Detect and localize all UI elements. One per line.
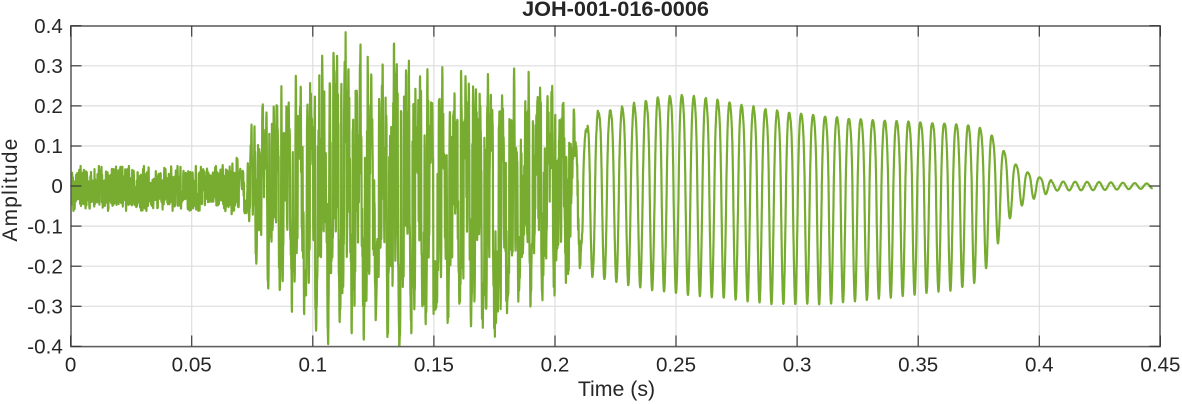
svg-text:0.35: 0.35 [898, 353, 938, 376]
svg-text:-0.1: -0.1 [27, 215, 63, 238]
svg-text:0.3: 0.3 [783, 353, 812, 376]
svg-text:Time (s): Time (s) [578, 377, 655, 401]
svg-text:0.25: 0.25 [656, 353, 696, 376]
svg-text:0.3: 0.3 [34, 55, 63, 78]
svg-text:-0.4: -0.4 [27, 336, 63, 359]
svg-text:Amplitude: Amplitude [0, 137, 22, 241]
svg-text:-0.3: -0.3 [27, 296, 63, 319]
svg-text:0.45: 0.45 [1140, 353, 1180, 376]
svg-text:-0.2: -0.2 [27, 255, 63, 278]
svg-text:0.1: 0.1 [298, 353, 327, 376]
svg-text:JOH-001-016-0006: JOH-001-016-0006 [522, 0, 709, 21]
svg-text:0.15: 0.15 [414, 353, 454, 376]
svg-text:0: 0 [51, 175, 62, 198]
svg-text:0.2: 0.2 [541, 353, 570, 376]
svg-text:0.05: 0.05 [172, 353, 212, 376]
svg-text:0.1: 0.1 [34, 135, 63, 158]
svg-text:0: 0 [65, 353, 76, 376]
svg-text:0.4: 0.4 [34, 15, 63, 38]
svg-text:0.2: 0.2 [34, 95, 63, 118]
svg-text:0.4: 0.4 [1025, 353, 1054, 376]
